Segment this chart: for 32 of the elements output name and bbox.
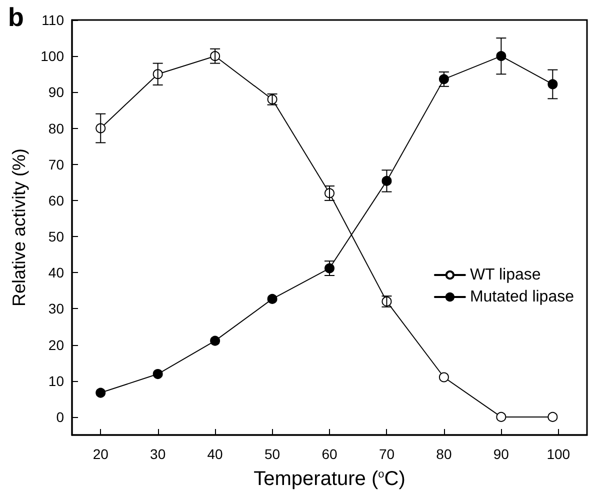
- x-tick-label: 100: [546, 446, 570, 462]
- x-tick-label: 80: [436, 446, 452, 462]
- y-tick-label: 20: [48, 336, 64, 353]
- text: b: [8, 2, 24, 32]
- point: [548, 412, 558, 422]
- x-tick-label: 20: [92, 446, 109, 462]
- y-tick-label: 70: [48, 156, 64, 172]
- legend-label: WT lipase: [470, 266, 541, 284]
- x-tick-label: 40: [207, 446, 224, 462]
- point: [496, 412, 506, 422]
- y-tick-label: 60: [48, 192, 64, 208]
- y-tick-label: 50: [48, 228, 64, 245]
- point: [96, 388, 106, 398]
- y-tick-label: 110: [42, 12, 64, 28]
- x-tick-label: 90: [493, 446, 510, 462]
- y-tick-label: 10: [48, 372, 64, 389]
- x-tick-label: 30: [150, 446, 166, 462]
- x-tick-label: 50: [264, 446, 280, 462]
- y-tick-label: 40: [48, 264, 64, 281]
- y-tick-label: 100: [40, 48, 64, 64]
- y-tick-label: 80: [48, 120, 64, 136]
- point: [438, 372, 449, 382]
- y-axis-title: Relative activity (%): [9, 148, 29, 307]
- y-tick-label: 0: [56, 408, 64, 425]
- x-tick-label: 60: [322, 446, 338, 462]
- point: [210, 336, 220, 346]
- x-tick-label: 70: [378, 446, 395, 462]
- point: [152, 369, 163, 380]
- y-tick-label: 30: [48, 300, 64, 317]
- legend-label: Mutated lipase: [470, 288, 574, 306]
- y-tick-label: 90: [48, 84, 64, 100]
- point: [267, 294, 278, 304]
